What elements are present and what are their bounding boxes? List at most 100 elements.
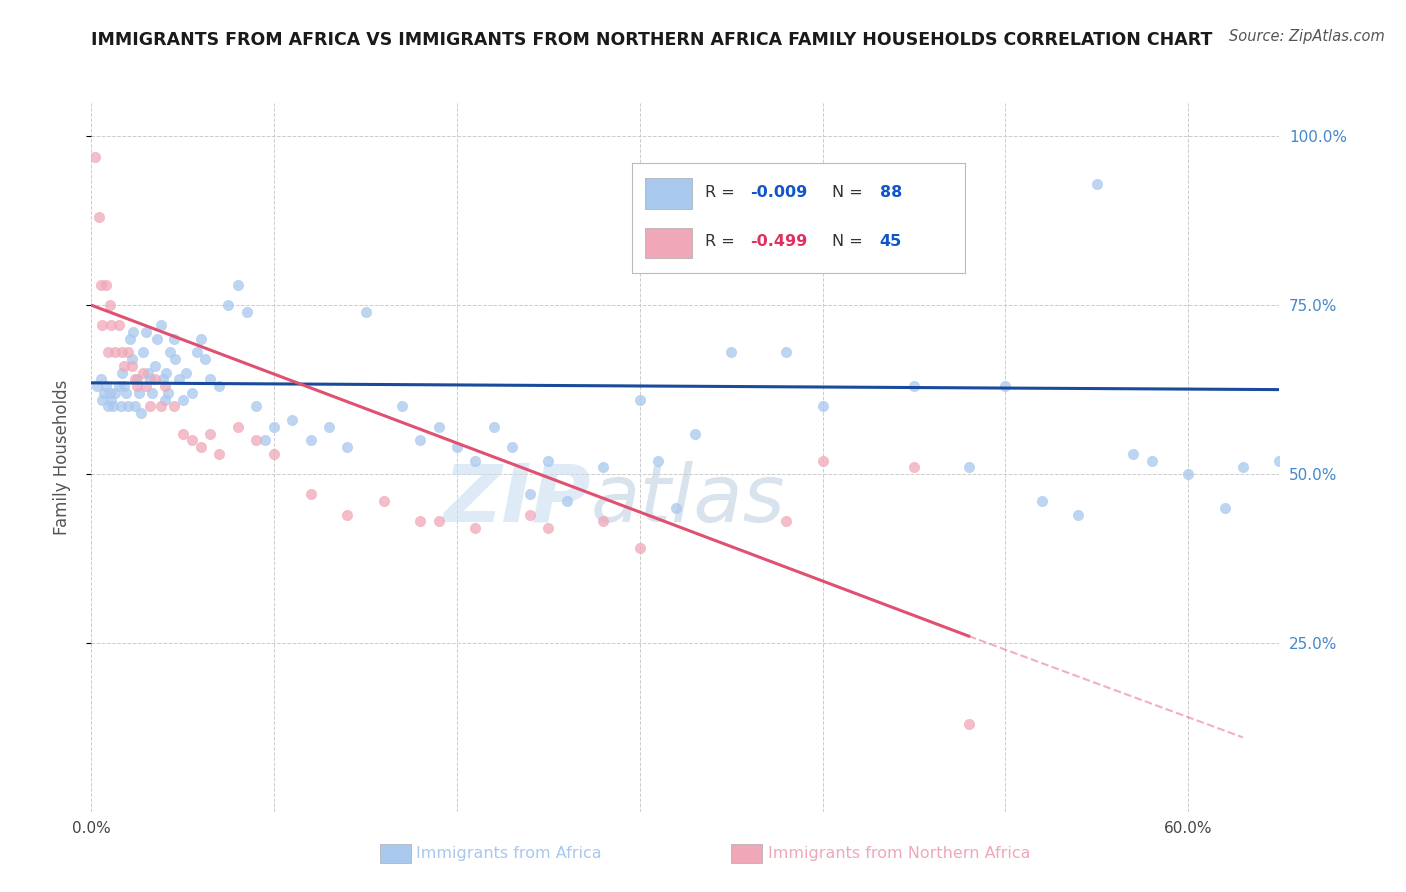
Point: [162, 332, 184, 346]
Point: [628, 392, 651, 407]
Point: [97, 400, 120, 414]
Text: Source: ZipAtlas.com: Source: ZipAtlas.com: [1229, 29, 1385, 44]
Point: [172, 426, 194, 441]
Point: [592, 514, 614, 528]
Point: [427, 419, 450, 434]
Point: [592, 460, 614, 475]
Point: [145, 359, 166, 373]
Point: [217, 298, 239, 312]
Point: [153, 379, 176, 393]
Point: [200, 426, 222, 441]
Point: [1177, 467, 1199, 481]
Point: [354, 305, 377, 319]
Point: [103, 400, 125, 414]
Point: [1140, 453, 1163, 467]
Point: [519, 487, 541, 501]
Point: [281, 413, 304, 427]
Point: [208, 379, 231, 393]
Point: [157, 386, 180, 401]
Point: [537, 453, 560, 467]
Point: [93, 386, 115, 401]
FancyBboxPatch shape: [645, 178, 692, 209]
Point: [131, 345, 153, 359]
Point: [226, 277, 249, 292]
Point: [208, 447, 231, 461]
Text: Immigrants from Northern Africa: Immigrants from Northern Africa: [768, 847, 1031, 861]
Point: [537, 521, 560, 535]
Point: [129, 406, 152, 420]
Point: [720, 345, 742, 359]
Point: [136, 366, 159, 380]
Y-axis label: Family Households: Family Households: [52, 379, 70, 535]
Point: [957, 460, 980, 475]
Point: [135, 325, 157, 339]
Point: [176, 366, 198, 380]
Point: [107, 379, 129, 393]
Point: [111, 345, 134, 359]
Point: [162, 400, 184, 414]
Point: [190, 440, 212, 454]
Point: [146, 332, 169, 346]
Point: [104, 345, 127, 359]
Point: [121, 352, 143, 367]
Point: [245, 434, 267, 448]
Point: [318, 419, 340, 434]
Point: [117, 400, 139, 414]
Point: [87, 211, 110, 225]
Text: -0.009: -0.009: [749, 185, 807, 200]
Point: [373, 494, 395, 508]
Point: [141, 386, 163, 401]
Point: [91, 318, 114, 333]
Point: [464, 453, 486, 467]
Point: [121, 359, 143, 373]
Point: [100, 318, 122, 333]
Point: [152, 372, 174, 386]
Point: [253, 434, 276, 448]
Point: [97, 345, 120, 359]
Point: [1085, 177, 1108, 191]
Text: Immigrants from Africa: Immigrants from Africa: [416, 847, 602, 861]
Point: [391, 400, 413, 414]
Point: [104, 386, 127, 401]
Point: [263, 419, 285, 434]
Point: [263, 447, 285, 461]
Point: [131, 366, 153, 380]
Point: [628, 541, 651, 556]
Point: [159, 345, 181, 359]
Text: R =: R =: [706, 235, 740, 250]
Point: [90, 277, 111, 292]
Point: [194, 352, 217, 367]
Text: atlas: atlas: [591, 460, 785, 539]
Point: [153, 392, 176, 407]
Point: [91, 392, 114, 407]
Point: [336, 440, 359, 454]
Point: [135, 379, 157, 393]
Point: [427, 514, 450, 528]
Point: [112, 359, 135, 373]
Point: [245, 400, 267, 414]
Point: [226, 419, 249, 434]
Point: [1213, 500, 1236, 515]
Point: [299, 487, 322, 501]
Text: N =: N =: [831, 235, 868, 250]
Point: [683, 426, 706, 441]
Text: 88: 88: [880, 185, 903, 200]
Point: [464, 521, 486, 535]
Point: [1031, 494, 1053, 508]
Point: [903, 379, 925, 393]
Point: [180, 434, 202, 448]
Point: [117, 345, 139, 359]
Point: [124, 372, 146, 386]
Point: [446, 440, 468, 454]
Point: [149, 400, 172, 414]
Text: -0.499: -0.499: [749, 235, 807, 250]
Point: [112, 379, 135, 393]
Point: [336, 508, 359, 522]
Point: [409, 434, 432, 448]
Point: [409, 514, 432, 528]
Point: [647, 453, 669, 467]
Point: [994, 379, 1017, 393]
Point: [190, 332, 212, 346]
Point: [501, 440, 523, 454]
Point: [235, 305, 259, 319]
